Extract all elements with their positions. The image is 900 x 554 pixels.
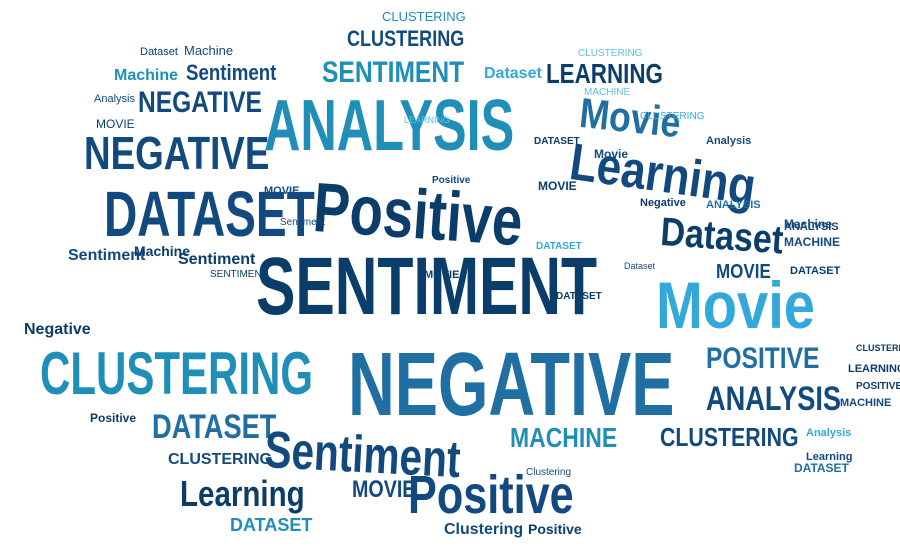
word: SENTIMENT — [210, 269, 268, 280]
word: Analysis — [706, 135, 752, 147]
word: CLUSTERING — [168, 451, 272, 468]
word: Positive — [432, 175, 471, 186]
word: MACHINE — [840, 397, 892, 409]
word: LEARNING — [404, 115, 451, 125]
word: Negative — [640, 197, 686, 209]
word: DATASET — [104, 178, 315, 250]
word: CLUSTERING — [640, 111, 705, 122]
word: MACHINE — [784, 235, 840, 249]
word: DATASET — [152, 408, 277, 446]
word: ANALYSIS — [706, 199, 761, 211]
word: MACHINE — [510, 422, 618, 453]
word: ANALYSIS — [264, 86, 515, 166]
word: MOVIE — [352, 476, 416, 503]
word: CLUSTERING — [347, 26, 465, 51]
word: Movie — [656, 268, 815, 342]
word: Sentiment — [178, 251, 256, 268]
word: DATASET — [534, 136, 580, 147]
word: Sentiment — [280, 217, 326, 228]
word: POSITIVE — [706, 342, 820, 375]
word: MOVIE — [716, 261, 771, 283]
word: CLUSTERING — [382, 9, 466, 24]
word: DATASET — [556, 291, 602, 302]
word: Clustering — [444, 521, 524, 538]
word: ANALYSIS — [706, 380, 842, 418]
word: Sentiment — [186, 60, 277, 85]
word: POSITIVE — [856, 381, 900, 392]
word: Machine — [134, 243, 191, 259]
word: CLUSTERING — [856, 343, 900, 353]
word: Sentiment — [68, 247, 146, 264]
word: DATASET — [536, 241, 582, 252]
word: LEARNING — [848, 363, 900, 375]
word: Analysis — [94, 93, 135, 105]
word: Dataset — [659, 210, 785, 263]
word: Movie — [594, 147, 629, 161]
word: Machine — [184, 43, 234, 58]
word: SENTIMENT — [256, 241, 598, 332]
word: Dataset — [484, 65, 542, 82]
word: MOVIE — [424, 269, 460, 281]
word: CLUSTERING — [660, 422, 799, 452]
word: CLUSTERING — [40, 340, 313, 407]
word: SENTIMENT — [322, 56, 465, 89]
word: MOVIE — [96, 117, 135, 131]
word: Dataset — [140, 46, 178, 58]
word: DATASET — [790, 265, 841, 277]
word: NEGATIVE — [84, 127, 270, 179]
word: LEARNING — [546, 58, 663, 89]
word: MACHINE — [584, 87, 631, 98]
word: Learning — [806, 451, 853, 463]
word: CLUSTERING — [578, 48, 643, 59]
word: Positive — [408, 465, 574, 525]
word: DATASET — [794, 461, 849, 475]
word: NEGATIVE — [348, 335, 675, 435]
word: Dataset — [624, 261, 656, 271]
word: DATASET — [230, 515, 313, 535]
word: Machine — [114, 67, 179, 84]
word: MOVIE — [538, 179, 577, 193]
word: Clustering — [526, 467, 572, 478]
word: Analysis — [806, 427, 852, 439]
word: Negative — [24, 321, 91, 338]
word: ANALYSIS — [784, 221, 839, 233]
word: MOVIE — [264, 185, 300, 197]
word: Positive — [528, 521, 582, 537]
word: Learning — [180, 473, 305, 514]
word: Positive — [90, 411, 137, 425]
word: NEGATIVE — [138, 86, 262, 119]
word: Machine — [784, 217, 833, 231]
